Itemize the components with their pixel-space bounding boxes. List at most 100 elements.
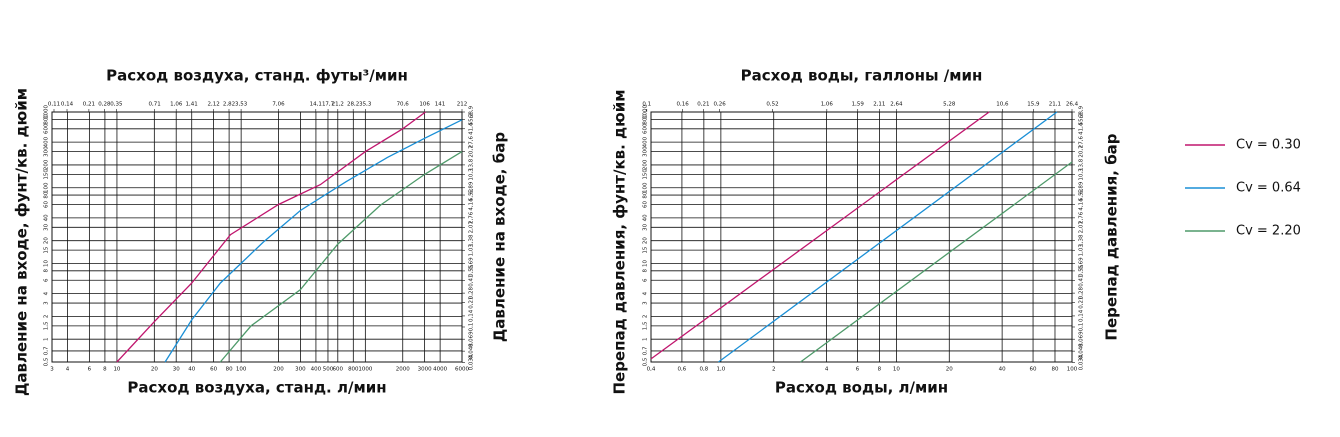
y-tick-label: 100	[44, 182, 50, 193]
y-tick-label: 300	[44, 146, 50, 157]
x-tick-label: 30	[173, 367, 180, 373]
y2-tick-label: 0,69	[1079, 257, 1085, 270]
x-tick-label: 800	[348, 367, 359, 373]
y2-tick-label: 0,034	[1079, 354, 1085, 370]
y-tick-label: 60	[44, 201, 50, 208]
y2-tick-label: 2,07	[1079, 221, 1085, 234]
x-tick-label: 10	[113, 367, 120, 373]
x-tick-label: 200	[273, 367, 284, 373]
x-tick-label: 4	[825, 367, 829, 373]
x-tick-label: 3	[50, 367, 54, 373]
y-tick-label: 15	[643, 246, 649, 253]
y2-tick-label: 6,89	[469, 181, 475, 194]
y2-tick-label: 0,28	[469, 286, 475, 299]
y2-tick-label: 5,52	[469, 189, 475, 201]
x2-tick-label: 0,26	[714, 102, 727, 108]
x-tick-label: 8	[103, 367, 107, 373]
x2-tick-label: 1,06	[170, 102, 183, 108]
x-tick-label: 6000	[455, 367, 469, 373]
y2-tick-label: 27,6	[1079, 135, 1085, 148]
x2-tick-label: 70,6	[397, 102, 410, 108]
x2-tick-label: 2,64	[890, 102, 903, 108]
y-tick-label: 0,7	[44, 346, 50, 355]
y2-tick-label: 2,76	[1079, 211, 1085, 224]
x2-tick-label: 2,11	[873, 102, 885, 108]
y-tick-label: 300	[643, 146, 649, 157]
series-line	[164, 119, 463, 363]
y2-tick-label: 0,69	[469, 257, 475, 270]
y-tick-label: 800	[44, 114, 50, 125]
y-axis-label: Давление на входе, фунт/кв. дюйм	[13, 88, 31, 396]
x-tick-label: 80	[1051, 367, 1058, 373]
y-tick-label: 1000	[44, 105, 50, 119]
x-tick-label: 80	[226, 367, 233, 373]
x2-tick-label: 14,1	[310, 102, 322, 108]
x2-tick-label: 1,41	[185, 102, 197, 108]
legend-label: Cv = 2.20	[1236, 224, 1301, 239]
x-tick-label: 60	[1030, 367, 1037, 373]
y2-tick-label: 13,8	[469, 158, 475, 171]
x-tick-label: 3000	[418, 367, 432, 373]
y-tick-label: 1,5	[44, 321, 50, 330]
y-tick-label: 3	[643, 301, 649, 305]
y-tick-label: 8	[44, 269, 50, 273]
x-tick-label: 100	[1067, 367, 1078, 373]
y2-tick-label: 0,069	[1079, 331, 1085, 347]
chart-title: Расход воды, галлоны /мин	[741, 67, 983, 85]
y2-tick-label: 1,38	[1079, 234, 1085, 247]
y2-tick-label: 13,8	[1079, 158, 1085, 171]
y-tick-label: 0,5	[643, 357, 649, 366]
x2-tick-label: 21,2	[332, 102, 344, 108]
y2-tick-label: 0,048	[1079, 343, 1085, 359]
x-tick-label: 10	[893, 367, 900, 373]
x2-tick-label: 2,82	[223, 102, 235, 108]
y2-tick-label: 0,41	[469, 274, 475, 286]
y2-tick-label: 1,03	[1079, 244, 1085, 257]
y2-tick-label: 55,2	[1079, 113, 1085, 125]
x-tick-label: 1,0	[716, 367, 725, 373]
x-tick-label: 60	[210, 367, 217, 373]
series-line	[650, 111, 990, 360]
y-tick-label: 150	[643, 169, 649, 180]
y2-tick-label: 20,7	[1079, 145, 1085, 158]
x-tick-label: 2	[772, 367, 776, 373]
y2-tick-label: 68,9	[1079, 105, 1085, 118]
x2-tick-label: 21,1	[1049, 102, 1061, 108]
y-tick-label: 3	[44, 301, 50, 305]
x2-tick-label: 26,4	[1066, 102, 1079, 108]
y-tick-label: 4	[44, 291, 50, 295]
x2-tick-label: 2,12	[207, 102, 219, 108]
y2-tick-label: 0,41	[1079, 274, 1085, 286]
y-tick-label: 400	[643, 136, 649, 147]
x-tick-label: 0,6	[678, 367, 687, 373]
plot-frame	[51, 111, 463, 363]
x-tick-label: 500	[323, 367, 334, 373]
x2-tick-label: 28,2	[347, 102, 359, 108]
y-tick-label: 20	[44, 237, 50, 244]
y-tick-label: 6	[44, 278, 50, 282]
y-tick-label: 4	[643, 291, 649, 295]
y2-tick-label: 2,07	[469, 221, 475, 234]
x-tick-label: 20	[946, 367, 953, 373]
plot-frame	[650, 111, 1073, 363]
x-tick-label: 40	[999, 367, 1006, 373]
y-tick-label: 10	[44, 259, 50, 266]
x2-tick-label: 0,16	[676, 102, 689, 108]
y2-tick-label: 10,3	[469, 168, 475, 181]
x2-tick-label: 0,21	[83, 102, 95, 108]
y-tick-label: 600	[44, 123, 50, 134]
y2-tick-label: 1,03	[469, 244, 475, 257]
y-tick-label: 2	[643, 315, 649, 319]
x-tick-label: 40	[188, 367, 195, 373]
y2-axis-label: Давление на входе, бар	[491, 132, 509, 342]
y-tick-label: 1	[643, 337, 649, 341]
x-tick-label: 2000	[396, 367, 410, 373]
y2-tick-label: 6,89	[1079, 181, 1085, 194]
y2-tick-label: 0,048	[469, 343, 475, 359]
y2-tick-label: 0,1	[1079, 323, 1085, 332]
y-tick-label: 60	[643, 201, 649, 208]
series-line	[219, 151, 463, 363]
y-tick-label: 0,5	[44, 357, 50, 366]
y-tick-label: 600	[643, 123, 649, 134]
series-line	[116, 111, 426, 363]
